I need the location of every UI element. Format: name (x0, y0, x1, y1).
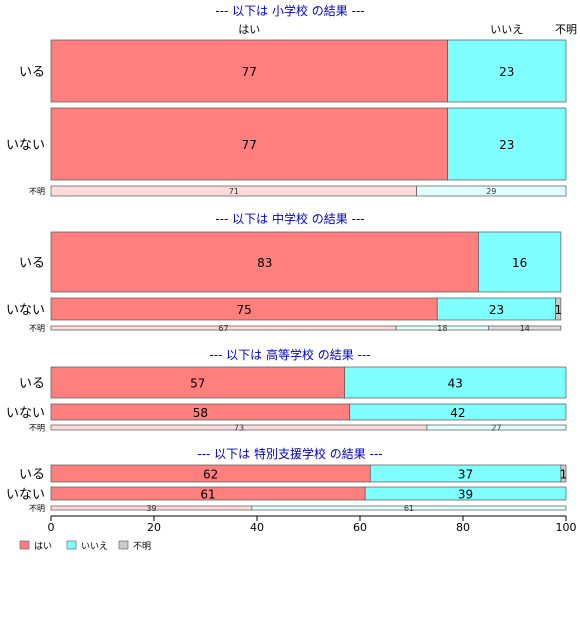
value-label: 75 (236, 303, 251, 317)
value-label: 77 (242, 138, 257, 152)
bar-segment (478, 231, 562, 293)
panel-title: --- 以下は 中学校 の結果 --- (215, 211, 364, 226)
panel-title: --- 以下は 小学校 の結果 --- (215, 3, 364, 18)
x-tick-label: 100 (556, 521, 577, 534)
row-label: 不明 (29, 504, 45, 513)
value-label: 23 (489, 303, 504, 317)
column-header: はい (238, 23, 260, 36)
value-label: 1 (560, 468, 568, 482)
value-label: 16 (512, 256, 527, 270)
bar-segment (364, 486, 567, 501)
row-label: いる (19, 468, 45, 483)
panel-title: --- 以下は 特別支援学校 の結果 --- (197, 446, 382, 461)
value-label: 61 (200, 488, 215, 502)
bar-segment (50, 366, 345, 399)
bar-segment (426, 424, 567, 431)
x-tick-label: 0 (48, 521, 55, 534)
bar-segment (488, 325, 562, 331)
row-label: いない (6, 406, 45, 421)
value-label: 77 (242, 65, 257, 79)
value-label: 71 (229, 187, 239, 196)
x-tick-label: 20 (147, 521, 161, 534)
value-label: 57 (190, 377, 205, 391)
legend-swatch (118, 540, 129, 550)
bar-segment (416, 185, 567, 197)
bar-segment (447, 107, 567, 181)
bar-segment (50, 107, 448, 181)
value-label: 23 (499, 138, 514, 152)
legend-label: いいえ (81, 541, 108, 552)
row-label: いる (19, 65, 45, 80)
bar-segment (447, 39, 567, 103)
bar-segment (251, 505, 567, 511)
legend-swatch (19, 540, 30, 550)
row-label: 不明 (29, 187, 45, 196)
bar-segment (344, 366, 567, 399)
value-label: 39 (458, 488, 473, 502)
legend-label: はい (34, 541, 52, 552)
row-label: 不明 (29, 424, 45, 433)
bar-segment (50, 231, 479, 293)
value-label: 37 (458, 468, 473, 482)
value-label: 39 (146, 504, 156, 513)
row-label: いない (6, 303, 45, 318)
value-label: 62 (203, 468, 218, 482)
value-label: 61 (404, 504, 414, 513)
row-label: いる (19, 256, 45, 271)
value-label: 73 (234, 424, 244, 433)
value-label: 29 (486, 187, 496, 196)
column-header: いいえ (490, 23, 523, 36)
row-label: いない (6, 138, 45, 153)
x-tick-label: 80 (456, 521, 470, 534)
value-label: 83 (257, 256, 272, 270)
legend-label: 不明 (133, 541, 151, 552)
value-label: 42 (450, 406, 465, 420)
value-label: 1 (554, 303, 562, 317)
legend-swatch (66, 540, 77, 550)
row-label: いる (19, 377, 45, 392)
value-label: 67 (218, 324, 228, 333)
bar-segment (50, 39, 448, 103)
bar-segment (349, 403, 567, 421)
row-label: 不明 (29, 324, 45, 333)
column-header: 不明 (555, 23, 577, 36)
bar-segment (555, 297, 562, 321)
value-label: 23 (499, 65, 514, 79)
value-label: 43 (448, 377, 463, 391)
value-label: 27 (491, 424, 501, 433)
panel-title: --- 以下は 高等学校 の結果 --- (209, 347, 370, 362)
x-tick-label: 60 (353, 521, 367, 534)
bar-segment (560, 464, 567, 483)
x-tick-label: 40 (250, 521, 264, 534)
row-label: いない (6, 488, 45, 503)
value-label: 14 (520, 324, 530, 333)
value-label: 58 (193, 406, 208, 420)
value-label: 18 (437, 324, 447, 333)
